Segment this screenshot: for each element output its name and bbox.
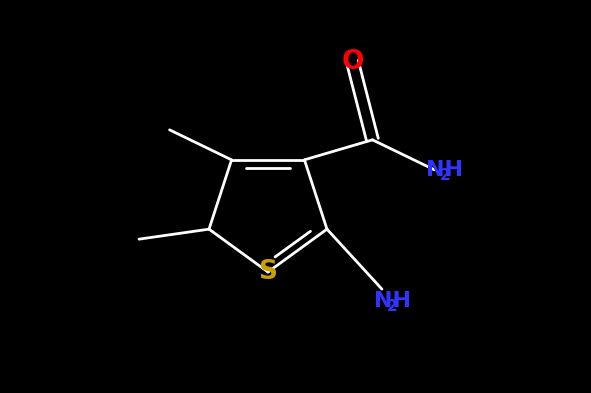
Text: 2: 2 [387,299,398,314]
Text: O: O [341,49,363,75]
Text: S: S [258,259,278,285]
Text: 2: 2 [440,168,450,183]
Text: NH: NH [427,160,463,180]
Text: NH: NH [374,291,411,311]
